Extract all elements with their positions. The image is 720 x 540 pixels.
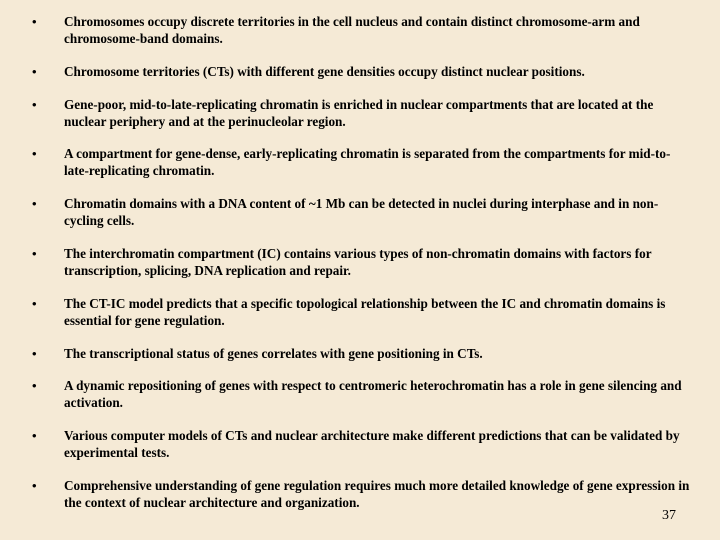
list-item: A compartment for gene-dense, early-repl… (30, 146, 690, 180)
list-item: Comprehensive understanding of gene regu… (30, 478, 690, 512)
list-item: The transcriptional status of genes corr… (30, 346, 690, 363)
page-number: 37 (662, 508, 676, 524)
list-item: The CT-IC model predicts that a specific… (30, 296, 690, 330)
list-item: Gene-poor, mid-to-late-replicating chrom… (30, 97, 690, 131)
list-item: Various computer models of CTs and nucle… (30, 428, 690, 462)
list-item: Chromosomes occupy discrete territories … (30, 14, 690, 48)
list-item: A dynamic repositioning of genes with re… (30, 378, 690, 412)
list-item: The interchromatin compartment (IC) cont… (30, 246, 690, 280)
bullet-list: Chromosomes occupy discrete territories … (30, 14, 690, 512)
list-item: Chromosome territories (CTs) with differ… (30, 64, 690, 81)
list-item: Chromatin domains with a DNA content of … (30, 196, 690, 230)
